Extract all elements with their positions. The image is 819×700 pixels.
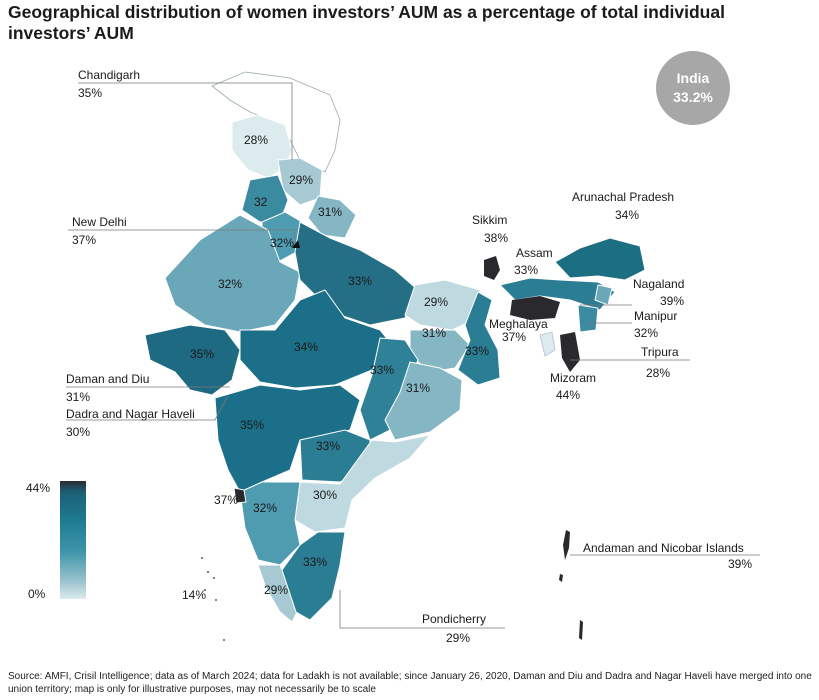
region-gujarat: [144, 324, 241, 396]
region-karnataka: [239, 481, 301, 566]
value-telangana: 33%: [316, 439, 340, 453]
region-kerala: [257, 564, 299, 623]
region-andhra-pradesh: [294, 434, 432, 533]
label-nagaland-name: Nagaland: [633, 277, 684, 291]
label-new-delhi-name: New Delhi: [72, 215, 127, 229]
label-nagaland-value: 39%: [660, 294, 684, 308]
value-uttar-pradesh: 33%: [348, 274, 372, 288]
region-manipur: [577, 304, 599, 333]
region-lakshadweep: [201, 557, 225, 641]
label-mizoram-value: 44%: [556, 388, 580, 402]
region-odisha: [384, 361, 463, 441]
label-pondicherry-name: Pondicherry: [422, 612, 486, 626]
value-kerala: 29%: [264, 583, 288, 597]
value-punjab: 32: [254, 195, 268, 209]
label-arunachal-name: Arunachal Pradesh: [572, 190, 674, 204]
value-chhattisgarh: 33%: [370, 363, 394, 377]
label-tripura-name: Tripura: [641, 345, 679, 359]
label-dadra-name: Dadra and Nagar Haveli: [66, 407, 195, 421]
chart-title: Geographical distribution of women inves…: [8, 2, 725, 43]
value-tamil-nadu: 33%: [303, 555, 327, 569]
label-pondicherry-value: 29%: [446, 631, 470, 645]
label-manipur-name: Manipur: [634, 309, 677, 323]
label-andaman-value: 39%: [728, 557, 752, 571]
label-chandigarh-name: Chandigarh: [78, 68, 140, 82]
value-andhra-pradesh: 30%: [313, 488, 337, 502]
region-mizoram: [560, 332, 580, 372]
region-west-bengal: [457, 291, 501, 386]
region-sikkim: [484, 256, 500, 280]
value-lakshadweep: 14%: [182, 588, 206, 602]
national-label: India: [676, 70, 710, 86]
legend-color-scale: [60, 481, 86, 599]
label-assam-name: Assam: [516, 246, 553, 260]
value-uttarakhand: 31%: [318, 205, 342, 219]
label-chandigarh-value: 35%: [78, 86, 102, 100]
label-manipur-value: 32%: [634, 326, 658, 340]
label-meghalaya-value: 37%: [502, 330, 526, 344]
source-note: Source: AMFI, Crisil Intelligence; data …: [8, 671, 812, 695]
label-sikkim-name: Sikkim: [472, 213, 507, 227]
label-sikkim-value: 38%: [484, 231, 508, 245]
legend-min-label: 0%: [28, 587, 46, 601]
value-odisha: 31%: [406, 381, 430, 395]
region-arunachal: [554, 237, 646, 281]
value-jammu-kashmir: 28%: [244, 133, 268, 147]
value-karnataka: 32%: [253, 501, 277, 515]
value-rajasthan: 32%: [218, 277, 242, 291]
region-uttarakhand: [307, 195, 357, 239]
region-tamil-nadu: [281, 531, 346, 621]
region-meghalaya: [510, 296, 560, 320]
region-rajasthan: [164, 214, 301, 333]
label-assam-value: 33%: [514, 263, 538, 277]
value-delhi-marker: 32%: [270, 236, 294, 250]
label-daman-name: Daman and Diu: [66, 372, 149, 386]
label-dadra-value: 30%: [66, 425, 90, 439]
value-bihar: 29%: [424, 295, 448, 309]
value-west-bengal: 33%: [465, 344, 489, 358]
region-goa: [233, 487, 247, 504]
region-andaman: [559, 530, 583, 640]
value-himachal: 29%: [289, 173, 313, 187]
value-madhya-pradesh: 34%: [294, 340, 318, 354]
region-delhi: [292, 240, 300, 248]
national-value: 33.2%: [673, 89, 713, 105]
value-gujarat: 35%: [190, 347, 214, 361]
value-maharashtra: 35%: [240, 418, 264, 432]
label-mizoram-name: Mizoram: [550, 371, 596, 385]
value-jharkhand: 31%: [422, 326, 446, 340]
label-andaman-name: Andaman and Nicobar Islands: [583, 541, 744, 555]
leader-lines: [66, 82, 760, 629]
label-meghalaya-name: Meghalaya: [489, 317, 548, 331]
label-arunachal-value: 34%: [615, 208, 639, 222]
label-tripura-value: 28%: [646, 366, 670, 380]
national-average-badge: India 33.2%: [656, 51, 730, 125]
region-tripura: [539, 331, 556, 357]
label-daman-value: 31%: [66, 390, 90, 404]
legend-max-label: 44%: [26, 481, 51, 495]
value-goa: 37%: [214, 493, 238, 507]
label-new-delhi-value: 37%: [72, 233, 96, 247]
